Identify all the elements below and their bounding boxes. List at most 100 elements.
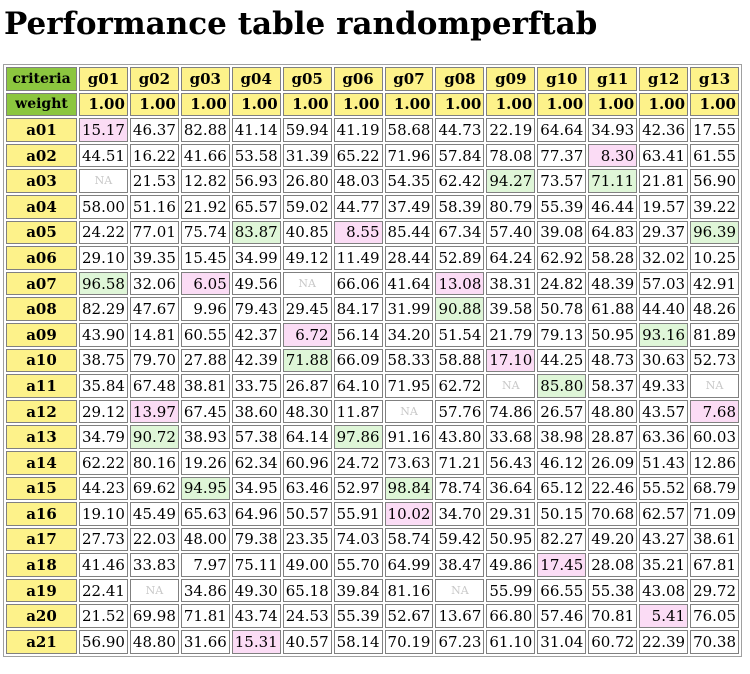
performance-cell: 58.74: [384, 527, 434, 552]
performance-cell: 31.04: [537, 630, 587, 654]
performance-cell: 24.82: [537, 271, 587, 296]
performance-cell: 57.03: [639, 271, 689, 296]
performance-cell: 69.62: [129, 476, 179, 501]
criterion-header: g05: [282, 67, 332, 91]
performance-cell: 65.12: [537, 476, 587, 501]
performance-cell: 55.39: [537, 194, 587, 219]
performance-cell: 51.16: [129, 194, 179, 219]
performance-cell: 58.28: [588, 246, 638, 270]
performance-cell: 34.99: [231, 246, 281, 270]
performance-cell: 57.84: [435, 143, 485, 168]
alternative-label: a06: [6, 246, 77, 270]
performance-cell: 71.21: [435, 450, 485, 475]
criterion-header: g06: [333, 67, 383, 91]
performance-cell: 57.76: [435, 399, 485, 424]
performance-cell: 56.90: [79, 630, 128, 654]
performance-cell: 64.99: [384, 553, 434, 577]
performance-cell: 43.27: [639, 527, 689, 552]
performance-cell: 94.95: [180, 476, 230, 501]
table-row: a04 58.00 51.16 21.92 65.57 59.02 44.77 37.49 58…: [6, 194, 739, 219]
performance-cell: 6.72: [282, 322, 332, 347]
table-row: a05 24.22 77.01 75.74 83.87 40.85 8.55 85.44 67.…: [6, 220, 739, 245]
performance-cell: 24.72: [333, 450, 383, 475]
alternative-label: a16: [6, 502, 77, 526]
performance-cell: 71.96: [384, 143, 434, 168]
performance-cell: 29.31: [486, 502, 536, 526]
performance-cell: 29.45: [282, 297, 332, 321]
performance-cell: 79.70: [129, 348, 179, 373]
performance-cell: 61.10: [486, 630, 536, 654]
performance-cell: 58.88: [435, 348, 485, 373]
performance-cell: 44.25: [537, 348, 587, 373]
performance-cell: 57.38: [231, 425, 281, 449]
performance-cell: 13.97: [129, 399, 179, 424]
na-cell: NA: [486, 374, 536, 398]
alternative-label: a02: [6, 143, 77, 168]
performance-cell: 30.63: [639, 348, 689, 373]
performance-cell: 6.05: [180, 271, 230, 296]
weight-cell: 1.00: [129, 92, 179, 117]
performance-cell: 28.44: [384, 246, 434, 270]
performance-cell: 63.36: [639, 425, 689, 449]
weight-cell: 1.00: [282, 92, 332, 117]
performance-cell: 70.38: [690, 630, 739, 654]
performance-cell: 85.44: [384, 220, 434, 245]
performance-cell: 50.57: [282, 502, 332, 526]
performance-cell: 55.99: [486, 578, 536, 603]
performance-cell: 57.46: [537, 604, 587, 629]
table-row: a16 19.10 45.49 65.63 64.96 50.57 55.91 10.02 34…: [6, 502, 739, 526]
performance-cell: 8.30: [588, 143, 638, 168]
performance-cell: 56.43: [486, 450, 536, 475]
performance-cell: 58.68: [384, 118, 434, 142]
criteria-row: criteria g01 g02 g03 g04 g05 g06 g07 g08 g09 g10 g…: [6, 67, 739, 91]
performance-cell: 7.97: [180, 553, 230, 577]
performance-cell: 39.35: [129, 246, 179, 270]
performance-cell: 29.37: [639, 220, 689, 245]
performance-cell: 49.12: [282, 246, 332, 270]
performance-cell: 43.80: [435, 425, 485, 449]
performance-cell: 43.08: [639, 578, 689, 603]
performance-cell: 52.67: [384, 604, 434, 629]
alternative-label: a07: [6, 271, 77, 296]
performance-cell: 17.45: [537, 553, 587, 577]
performance-cell: 61.88: [588, 297, 638, 321]
performance-cell: 22.39: [639, 630, 689, 654]
performance-cell: 27.73: [79, 527, 128, 552]
weight-cell: 1.00: [690, 92, 739, 117]
alternative-label: a01: [6, 118, 77, 142]
performance-cell: 80.79: [486, 194, 536, 219]
performance-cell: 50.95: [486, 527, 536, 552]
performance-cell: 58.14: [333, 630, 383, 654]
criterion-header: g08: [435, 67, 485, 91]
performance-cell: 5.41: [639, 604, 689, 629]
performance-cell: 69.98: [129, 604, 179, 629]
performance-cell: 76.05: [690, 604, 739, 629]
performance-cell: 62.22: [79, 450, 128, 475]
performance-cell: 7.68: [690, 399, 739, 424]
performance-cell: 38.75: [79, 348, 128, 373]
table-row: a03 NA 21.53 12.82 56.93 26.80 48.03 54.35 62.42…: [6, 169, 739, 193]
performance-cell: 22.03: [129, 527, 179, 552]
performance-cell: 33.68: [486, 425, 536, 449]
performance-cell: 26.80: [282, 169, 332, 193]
performance-cell: 71.81: [180, 604, 230, 629]
performance-cell: 82.27: [537, 527, 587, 552]
performance-cell: 94.27: [486, 169, 536, 193]
performance-cell: 19.26: [180, 450, 230, 475]
performance-cell: 50.78: [537, 297, 587, 321]
performance-cell: 46.37: [129, 118, 179, 142]
performance-cell: 78.74: [435, 476, 485, 501]
performance-cell: 85.80: [537, 374, 587, 398]
performance-cell: 44.73: [435, 118, 485, 142]
alternative-label: a04: [6, 194, 77, 219]
weight-row: weight 1.00 1.00 1.00 1.00 1.00 1.00 1.00 1.00 1…: [6, 92, 739, 117]
performance-cell: 34.93: [588, 118, 638, 142]
performance-cell: 51.54: [435, 322, 485, 347]
performance-cell: 62.92: [537, 246, 587, 270]
performance-cell: 11.49: [333, 246, 383, 270]
performance-cell: 62.34: [231, 450, 281, 475]
alternative-label: a11: [6, 374, 77, 398]
performance-cell: 59.02: [282, 194, 332, 219]
performance-cell: 32.06: [129, 271, 179, 296]
performance-cell: 79.38: [231, 527, 281, 552]
